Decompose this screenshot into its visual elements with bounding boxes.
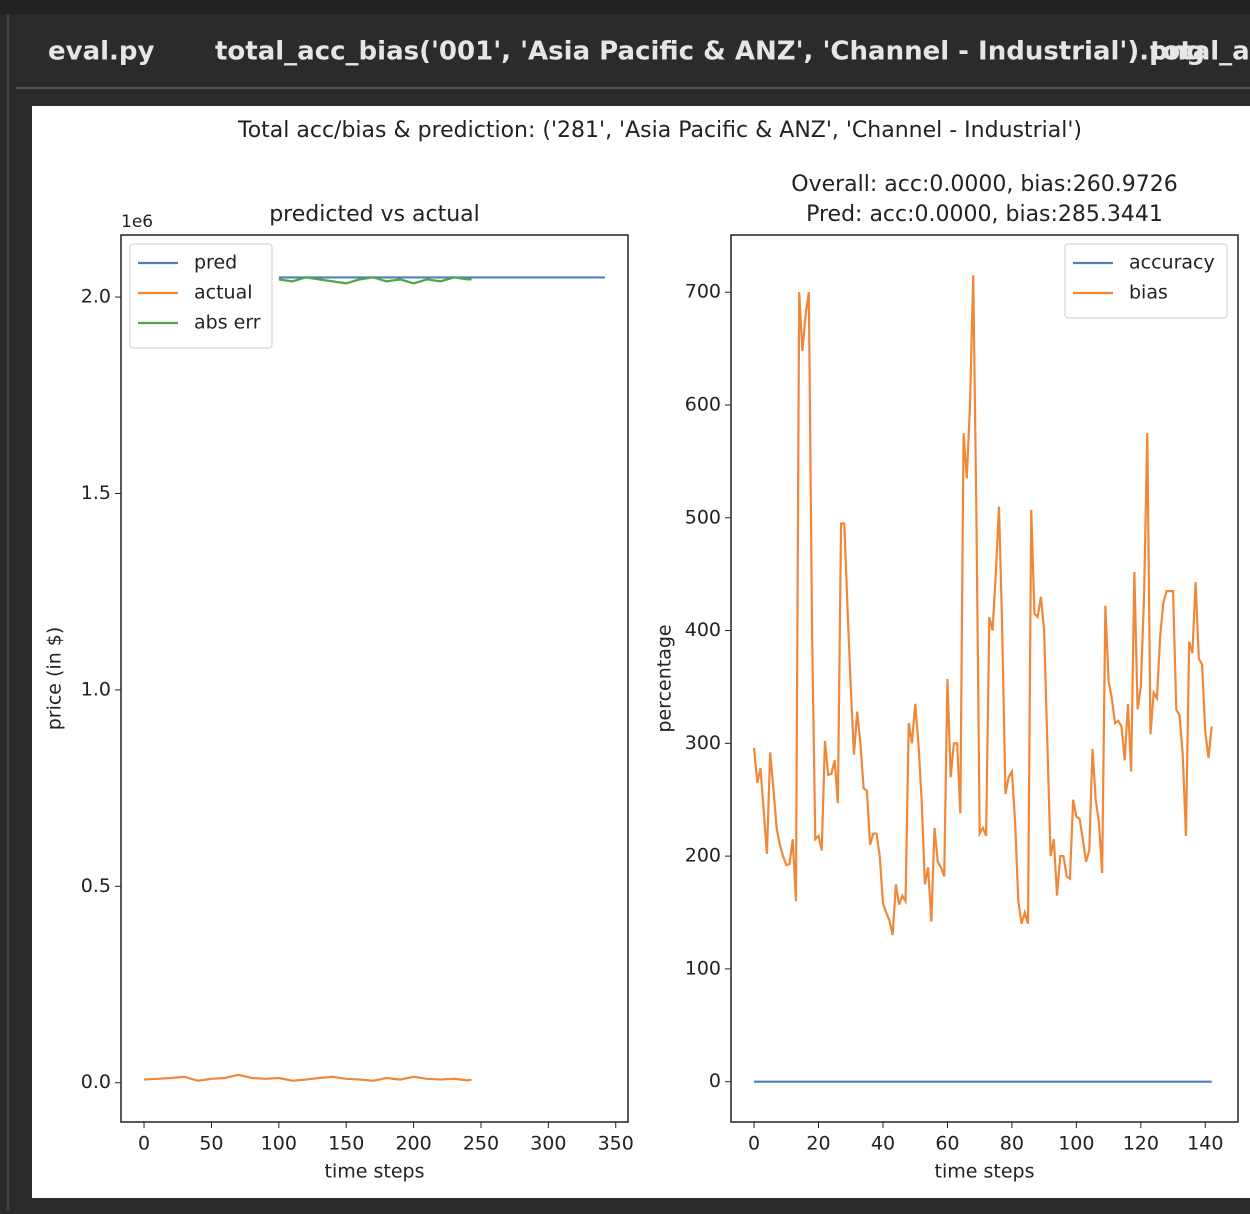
plot-frame bbox=[120, 234, 629, 1123]
y-tick-label: 700 bbox=[685, 281, 721, 303]
legend-label: actual bbox=[194, 282, 253, 304]
x-tick-label: 60 bbox=[935, 1133, 959, 1155]
y-tick-label: 0.0 bbox=[81, 1071, 111, 1093]
chart-title: Pred: acc:0.0000, bias:285.3441 bbox=[806, 202, 1163, 227]
x-axis-label: time steps bbox=[325, 1161, 425, 1183]
x-tick-label: 80 bbox=[1000, 1133, 1024, 1155]
x-tick-label: 40 bbox=[871, 1133, 895, 1155]
x-tick-label: 50 bbox=[199, 1133, 223, 1155]
legend-label: pred bbox=[194, 252, 237, 274]
chart-title: predicted vs actual bbox=[269, 202, 480, 227]
tab[interactable]: total_acc_bias('001', 'Asia Pacific & AN… bbox=[215, 37, 1205, 67]
series-line bbox=[752, 275, 1213, 936]
tab[interactable]: eval.py bbox=[48, 37, 155, 67]
y-axis-label: percentage bbox=[654, 624, 676, 732]
y-tick-label: 1.5 bbox=[81, 482, 111, 504]
chart-title: Overall: acc:0.0000, bias:260.9726 bbox=[791, 172, 1177, 197]
x-tick-label: 200 bbox=[395, 1133, 431, 1155]
y-tick-label: 400 bbox=[685, 619, 721, 641]
y-tick-label: 200 bbox=[685, 845, 721, 867]
x-tick-label: 120 bbox=[1123, 1133, 1159, 1155]
y-tick-label: 100 bbox=[685, 957, 721, 979]
x-axis-label: time steps bbox=[935, 1161, 1035, 1183]
plot-frame bbox=[730, 234, 1239, 1123]
x-tick-label: 300 bbox=[530, 1133, 566, 1155]
y-tick-label: 0.5 bbox=[81, 875, 111, 897]
x-tick-label: 250 bbox=[463, 1133, 499, 1155]
legend-label: abs err bbox=[194, 312, 261, 334]
y-axis-label: price (in $) bbox=[44, 627, 66, 731]
x-tick-label: 20 bbox=[806, 1133, 830, 1155]
tab[interactable]: total_ac bbox=[1150, 37, 1250, 67]
tab-bar bbox=[0, 14, 1250, 88]
x-tick-label: 100 bbox=[1058, 1133, 1094, 1155]
axis-offset: 1e6 bbox=[121, 212, 153, 232]
top-bar bbox=[0, 0, 1250, 14]
figure-title: Total acc/bias & prediction: ('281', 'As… bbox=[237, 118, 1082, 143]
legend-label: accuracy bbox=[1129, 252, 1215, 274]
series-line bbox=[143, 1073, 472, 1082]
y-tick-label: 1.0 bbox=[81, 678, 111, 700]
y-tick-label: 600 bbox=[685, 394, 721, 416]
y-tick-label: 0 bbox=[709, 1070, 721, 1092]
x-tick-label: 0 bbox=[748, 1133, 760, 1155]
x-tick-label: 0 bbox=[138, 1133, 150, 1155]
x-tick-label: 100 bbox=[261, 1133, 297, 1155]
y-tick-label: 500 bbox=[685, 506, 721, 528]
y-tick-label: 2.0 bbox=[81, 286, 111, 308]
x-tick-label: 140 bbox=[1187, 1133, 1223, 1155]
x-tick-label: 350 bbox=[598, 1133, 634, 1155]
legend-label: bias bbox=[1129, 282, 1168, 304]
x-tick-label: 150 bbox=[328, 1133, 364, 1155]
series-line bbox=[278, 276, 472, 285]
y-tick-label: 300 bbox=[685, 732, 721, 754]
